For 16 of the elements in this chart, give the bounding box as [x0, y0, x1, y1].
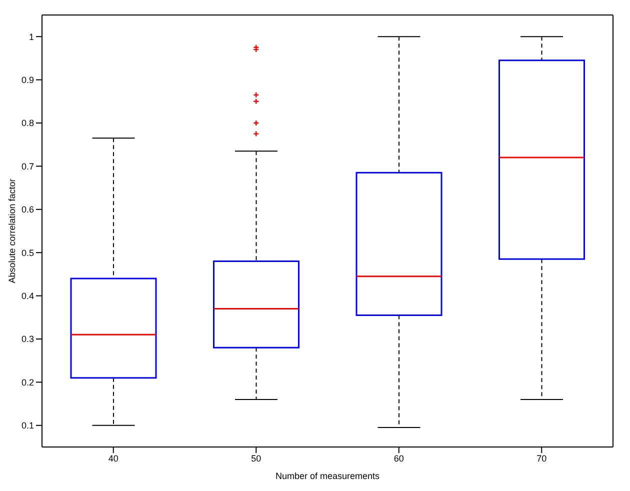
x-axis-title: Number of measurements	[275, 471, 380, 481]
x-tick-label: 70	[536, 453, 547, 464]
y-axis-title: Absolute correlation factor	[7, 178, 18, 284]
y-tick-label: 0.5	[21, 248, 34, 258]
y-tick-label: 0.6	[21, 204, 34, 215]
x-tick-label: 50	[251, 453, 262, 464]
x-tick-label: 40	[108, 453, 118, 464]
y-tick-label: 0.1	[21, 420, 34, 431]
y-tick-label: 0.4	[21, 290, 34, 301]
y-tick-label: 0.3	[21, 334, 34, 344]
y-tick-label: 0.7	[21, 161, 34, 172]
y-tick-label: 1	[28, 32, 34, 42]
x-tick-label: 60	[394, 453, 404, 464]
y-tick-label: 0.2	[21, 377, 34, 388]
y-tick-label: 0.8	[21, 118, 34, 128]
y-tick-label: 0.9	[21, 74, 34, 85]
